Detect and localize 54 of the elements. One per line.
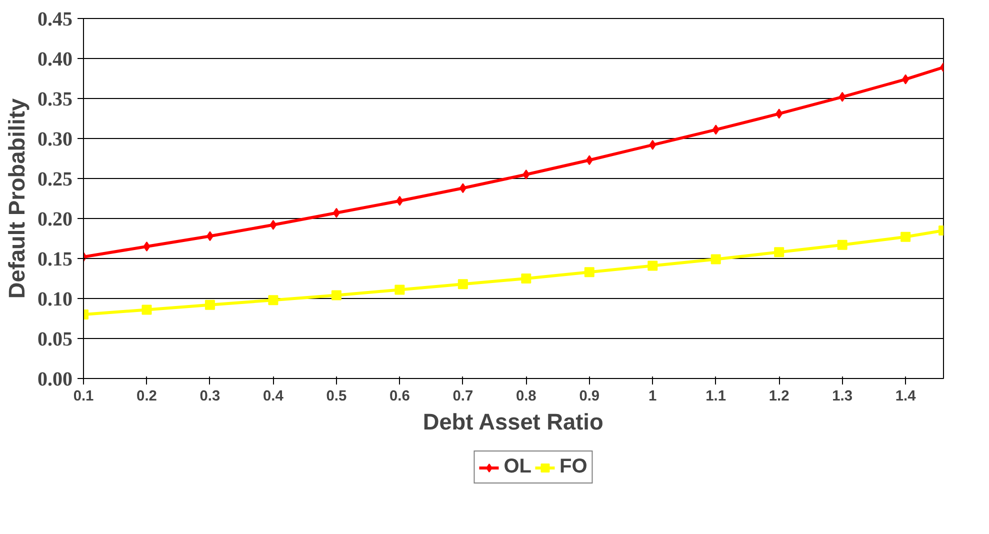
- x-tick-label: 0.8: [516, 388, 536, 404]
- point: [522, 170, 530, 180]
- x-tick-label: 1.2: [768, 388, 790, 404]
- x-tick-label: 0.6: [389, 388, 410, 404]
- point: [712, 124, 720, 135]
- point: [394, 284, 405, 295]
- point: [268, 295, 278, 306]
- x-tick-label: 0.1: [73, 388, 94, 404]
- point: [838, 92, 846, 102]
- point: [142, 304, 152, 315]
- x-tick-label: 0.4: [263, 388, 284, 404]
- x-tick-label: 0.5: [326, 388, 347, 404]
- point: [648, 260, 658, 271]
- x-axis-title: Debt Asset Ratio: [422, 408, 604, 434]
- y-tick-label: 0.05: [38, 328, 72, 350]
- point: [270, 220, 277, 230]
- y-tick-label: 0.00: [38, 368, 72, 390]
- point: [331, 290, 342, 300]
- x-tick-label: 0.7: [452, 388, 474, 404]
- point: [332, 208, 340, 218]
- point: [774, 247, 784, 258]
- point: [143, 242, 150, 252]
- y-tick-label: 0.40: [38, 48, 72, 70]
- legend-label: OL: [504, 456, 532, 478]
- y-tick-label: 0.20: [38, 208, 72, 230]
- x-tick-label: 1.3: [832, 388, 853, 404]
- y-tick-label: 0.30: [38, 128, 72, 150]
- x-tick-label: 1.1: [706, 388, 726, 404]
- point: [584, 267, 594, 278]
- point: [837, 240, 848, 250]
- x-tick-label: 1: [648, 388, 657, 404]
- point: [204, 300, 215, 310]
- point: [458, 279, 468, 290]
- point: [396, 196, 404, 206]
- point: [900, 232, 911, 242]
- x-tick-label: 0.3: [200, 388, 220, 404]
- point: [459, 183, 466, 194]
- point: [521, 274, 532, 284]
- x-tick-label: 0.2: [136, 388, 157, 404]
- point: [776, 108, 783, 119]
- y-tick-label: 0.10: [38, 288, 72, 310]
- point: [649, 140, 656, 150]
- y-tick-label: 0.15: [38, 248, 72, 270]
- y-tick-label: 0.25: [38, 168, 72, 190]
- point: [902, 74, 910, 84]
- y-tick-label: 0.35: [38, 88, 72, 110]
- point: [710, 254, 721, 264]
- point: [206, 231, 214, 242]
- x-tick-label: 0.9: [579, 388, 600, 404]
- y-tick-label: 0.45: [38, 8, 72, 30]
- legend-label: FO: [560, 456, 588, 478]
- point: [586, 155, 593, 166]
- y-axis-title: Default Probability: [4, 98, 30, 299]
- x-tick-label: 1.4: [895, 388, 917, 404]
